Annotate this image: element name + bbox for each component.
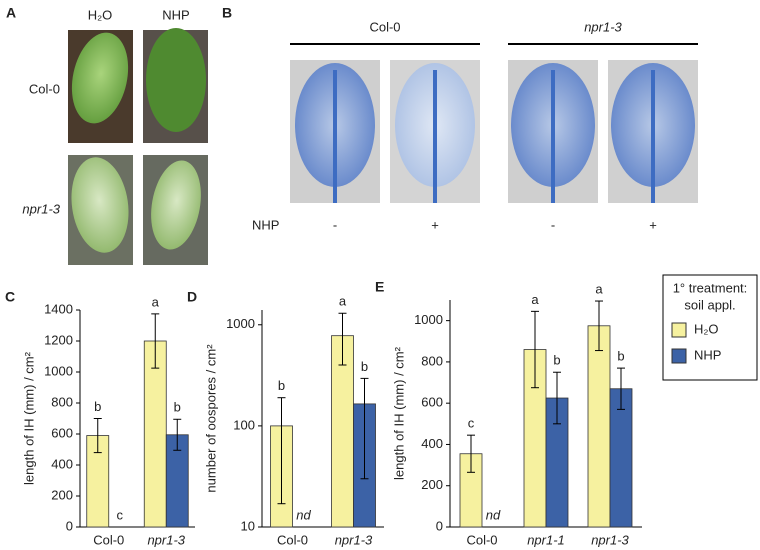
row-label: NHP — [252, 217, 279, 232]
y-axis-label: length of IH (mm) / cm² — [21, 351, 36, 485]
panel-label: E — [375, 279, 384, 295]
panel-label: C — [5, 289, 15, 305]
sign: - — [333, 217, 337, 232]
significance-letter: a — [152, 294, 160, 309]
x-tick-label: Col-0 — [277, 532, 308, 547]
significance-letter: a — [531, 292, 539, 307]
significance-letter: b — [553, 353, 560, 368]
panel-label: B — [222, 5, 232, 21]
y-tick-label: 10 — [241, 518, 255, 533]
legend-title: 1° treatment: — [673, 280, 748, 295]
y-tick-label: 0 — [436, 518, 443, 533]
significance-letter: b — [361, 359, 368, 374]
legend-label: H₂O — [694, 321, 719, 336]
significance-letter: nd — [296, 507, 311, 522]
sign: + — [649, 217, 657, 232]
significance-letter: nd — [486, 507, 501, 522]
error-bar — [151, 313, 160, 369]
error-bar — [467, 434, 475, 473]
y-tick-label: 400 — [51, 456, 73, 471]
bar — [587, 325, 611, 528]
panel-label: A — [6, 5, 16, 21]
column-label: NHP — [162, 7, 189, 22]
y-tick-label: 400 — [421, 436, 443, 451]
error-bar — [173, 418, 182, 451]
x-tick-label: Col-0 — [466, 532, 497, 547]
y-tick-label: 600 — [421, 395, 443, 410]
x-tick-label: npr1-3 — [591, 532, 629, 547]
x-tick-label: npr1-1 — [527, 532, 565, 547]
legend-label: NHP — [694, 347, 721, 362]
row-label: npr1-3 — [22, 201, 60, 216]
y-tick-label: 1000 — [414, 312, 443, 327]
x-tick-label: npr1-3 — [147, 532, 185, 547]
error-bar — [277, 397, 286, 505]
error-bar — [531, 310, 539, 389]
y-tick-label: 100 — [233, 417, 255, 432]
row-label: Col-0 — [29, 81, 60, 96]
panel-label: D — [187, 289, 197, 305]
y-tick-label: 200 — [421, 477, 443, 492]
significance-letter: c — [468, 416, 475, 431]
y-axis-label: length of IH (mm) / cm² — [391, 346, 406, 480]
bar — [143, 340, 167, 528]
significance-letter: a — [339, 294, 347, 309]
y-tick-label: 1000 — [226, 316, 255, 331]
error-bar — [93, 418, 102, 454]
y-tick-label: 1200 — [44, 332, 73, 347]
significance-letter: b — [278, 378, 285, 393]
group-label: npr1-3 — [584, 19, 622, 34]
x-tick-label: npr1-3 — [335, 532, 373, 547]
y-tick-label: 800 — [421, 353, 443, 368]
significance-letter: a — [595, 281, 603, 296]
legend-swatch — [671, 322, 687, 338]
photo — [68, 28, 208, 265]
y-tick-label: 800 — [51, 394, 73, 409]
y-tick-label: 1400 — [44, 301, 73, 316]
photo — [290, 60, 698, 203]
y-axis-label: number of oospores / cm² — [203, 344, 218, 493]
legend-swatch — [671, 348, 687, 364]
significance-letter: b — [174, 400, 181, 415]
legend-title: soil appl. — [684, 297, 735, 312]
error-bar — [595, 300, 603, 352]
sign: - — [551, 217, 555, 232]
error-bar — [360, 377, 369, 480]
y-tick-label: 600 — [51, 425, 73, 440]
significance-letter: b — [94, 399, 101, 414]
sign: + — [431, 217, 439, 232]
group-label: Col-0 — [369, 19, 400, 34]
y-tick-label: 0 — [66, 518, 73, 533]
error-bar — [617, 367, 625, 410]
error-bar — [553, 371, 561, 425]
significance-letter: c — [117, 507, 124, 522]
error-bar — [338, 312, 347, 366]
y-tick-label: 200 — [51, 487, 73, 502]
x-tick-label: Col-0 — [93, 532, 124, 547]
y-tick-label: 1000 — [44, 363, 73, 378]
column-label: H₂O — [88, 7, 113, 22]
significance-letter: b — [617, 349, 624, 364]
